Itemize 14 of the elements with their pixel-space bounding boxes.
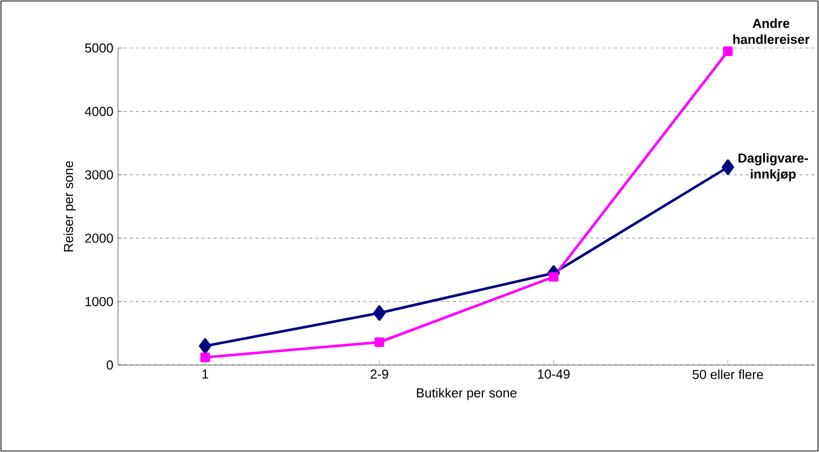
x-tick-label: 1 (202, 370, 208, 378)
x-tick-label: 2-9 (370, 370, 388, 379)
y-tick-label: 3000 (85, 170, 113, 180)
y-axis-title: Reiser per sone (64, 161, 76, 252)
y-tick-label: 2000 (85, 234, 113, 243)
series-label: Andre handlereiser (733, 18, 810, 44)
y-tick-label: 0 (106, 360, 113, 370)
x-axis-title: Butikker per sone (416, 388, 516, 400)
y-tick-label: 4000 (84, 106, 113, 116)
y-tick-label: 1000 (86, 296, 113, 306)
x-tick-label: 50 eller flere (692, 370, 764, 380)
y-tick-label: 5000 (85, 43, 113, 53)
series-label: Dagligvare-innkjøp (738, 153, 808, 182)
x-tick-label: 10-49 (538, 370, 570, 379)
